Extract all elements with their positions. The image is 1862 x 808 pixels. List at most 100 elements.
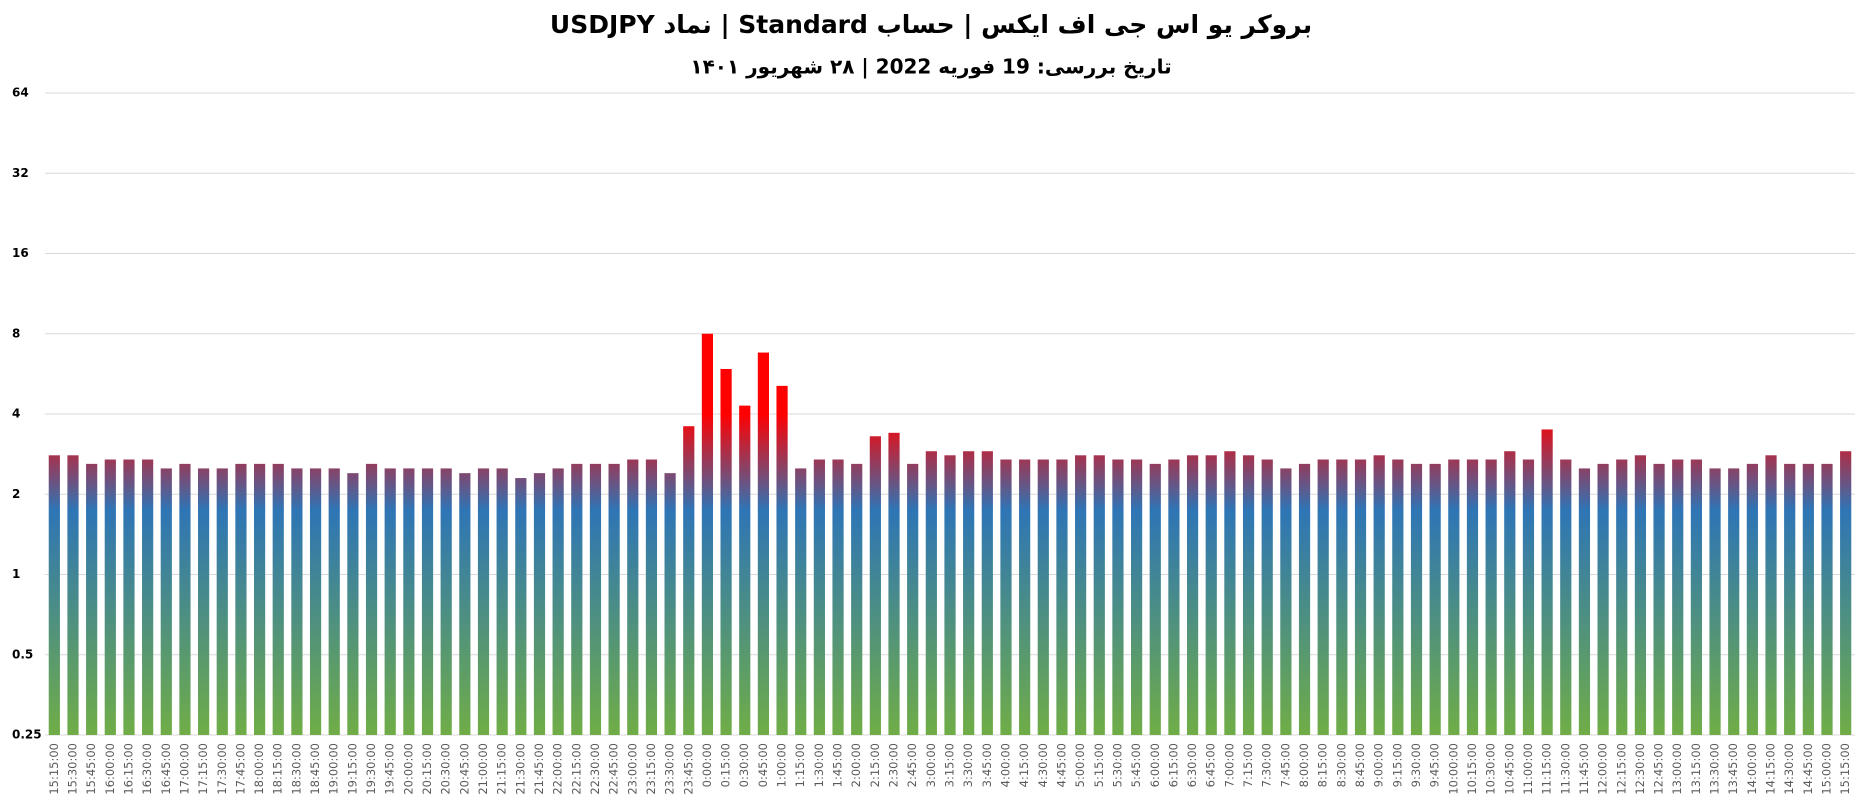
y-tick-label: 64 xyxy=(12,86,29,100)
bar xyxy=(403,468,415,735)
x-tick-label: 13:30:00 xyxy=(1708,743,1722,795)
x-tick-label: 18:45:00 xyxy=(308,743,322,795)
x-tick-label: 12:45:00 xyxy=(1652,743,1666,795)
bar xyxy=(1261,459,1273,735)
x-tick-label: 18:30:00 xyxy=(289,743,303,795)
x-tick-label: 6:45:00 xyxy=(1204,743,1218,787)
bar xyxy=(1354,459,1367,735)
x-tick-label: 18:15:00 xyxy=(271,743,285,795)
bar xyxy=(1765,455,1777,735)
bar xyxy=(160,468,172,735)
x-tick-label: 14:45:00 xyxy=(1801,743,1815,795)
bar xyxy=(851,463,863,735)
bar xyxy=(1634,455,1647,735)
x-tick-label: 3:00:00 xyxy=(924,743,938,787)
bar xyxy=(86,463,98,735)
bar xyxy=(1784,463,1796,735)
x-tick-label: 12:15:00 xyxy=(1614,743,1628,795)
x-tick-label: 14:15:00 xyxy=(1764,743,1778,795)
bar xyxy=(645,459,658,735)
bar xyxy=(142,459,154,735)
x-tick-label: 22:00:00 xyxy=(551,743,565,795)
bar xyxy=(832,459,844,735)
x-tick-label: 10:00:00 xyxy=(1446,743,1460,795)
x-tick-label: 3:30:00 xyxy=(961,743,975,787)
bar xyxy=(1746,463,1758,735)
bar xyxy=(440,468,452,735)
x-tick-label: 13:00:00 xyxy=(1670,743,1684,795)
x-tick-label: 22:30:00 xyxy=(588,743,602,795)
x-tick-label: 21:15:00 xyxy=(495,743,509,795)
x-tick-label: 4:30:00 xyxy=(1036,743,1050,787)
x-tick-label: 17:45:00 xyxy=(233,743,247,795)
chart-subtitle: تاریخ بررسی: 19 فوریه 2022 | ۲۸ شهریور ۱… xyxy=(690,55,1171,79)
x-tick-label: 7:15:00 xyxy=(1241,743,1255,787)
bar xyxy=(1485,459,1497,735)
x-tick-label: 0:30:00 xyxy=(737,743,751,787)
x-tick-label: 1:30:00 xyxy=(812,743,826,787)
bar xyxy=(496,468,508,735)
bar xyxy=(1019,459,1031,735)
bar xyxy=(1075,455,1087,735)
bar xyxy=(1242,455,1255,735)
bar xyxy=(179,463,191,735)
x-tick-label: 14:00:00 xyxy=(1745,743,1759,795)
x-tick-label: 6:30:00 xyxy=(1185,743,1199,787)
bar xyxy=(533,473,546,735)
x-tick-label: 7:00:00 xyxy=(1222,743,1236,787)
bar xyxy=(1541,429,1553,735)
bar xyxy=(421,468,434,735)
x-tick-label: 16:30:00 xyxy=(140,743,154,795)
bar xyxy=(907,463,919,735)
bar xyxy=(1186,455,1199,735)
bar xyxy=(459,473,471,735)
x-tick-label: 20:00:00 xyxy=(401,743,415,795)
y-tick-label: 1 xyxy=(12,567,20,581)
bar xyxy=(795,468,807,735)
x-tick-label: 8:00:00 xyxy=(1297,743,1311,787)
bar xyxy=(198,468,210,735)
x-tick-label: 1:15:00 xyxy=(793,743,807,787)
x-tick-label: 11:45:00 xyxy=(1577,743,1591,795)
bar xyxy=(963,451,975,735)
bar xyxy=(552,468,564,735)
bar xyxy=(1392,459,1404,735)
bar xyxy=(67,455,79,735)
x-tick-label: 13:15:00 xyxy=(1689,743,1703,795)
y-tick-label: 0.25 xyxy=(12,728,42,742)
bar xyxy=(1597,463,1609,735)
y-tick-label: 0.5 xyxy=(12,647,33,661)
x-tick-label: 20:15:00 xyxy=(420,743,434,795)
x-tick-label: 19:15:00 xyxy=(345,743,359,795)
x-tick-label: 17:30:00 xyxy=(215,743,229,795)
x-tick-label: 7:45:00 xyxy=(1278,743,1292,787)
x-tick-label: 5:15:00 xyxy=(1092,743,1106,787)
x-tick-label: 5:00:00 xyxy=(1073,743,1087,787)
y-tick-label: 8 xyxy=(12,326,20,340)
x-tick-label: 8:15:00 xyxy=(1316,743,1330,787)
x-tick-label: 2:30:00 xyxy=(887,743,901,787)
x-tick-label: 0:45:00 xyxy=(756,743,770,787)
bar xyxy=(1093,455,1105,735)
x-tick-label: 5:45:00 xyxy=(1129,743,1143,787)
bar xyxy=(1224,451,1236,735)
bar xyxy=(1821,463,1833,735)
bar xyxy=(1429,463,1441,735)
x-tick-label: 0:00:00 xyxy=(700,743,714,787)
bar xyxy=(309,468,322,735)
x-tick-label: 10:30:00 xyxy=(1484,743,1498,795)
bar xyxy=(701,333,714,735)
x-tick-label: 17:00:00 xyxy=(177,743,191,795)
bar xyxy=(1672,459,1684,735)
bar xyxy=(1168,459,1180,735)
bar xyxy=(981,451,993,735)
x-tick-label: 12:00:00 xyxy=(1596,743,1610,795)
bar xyxy=(1504,451,1516,735)
x-tick-label: 23:45:00 xyxy=(681,743,695,795)
bar xyxy=(104,459,116,735)
bar xyxy=(365,463,378,735)
x-tick-label: 5:30:00 xyxy=(1110,743,1124,787)
bar xyxy=(477,468,490,735)
bar xyxy=(720,369,732,735)
